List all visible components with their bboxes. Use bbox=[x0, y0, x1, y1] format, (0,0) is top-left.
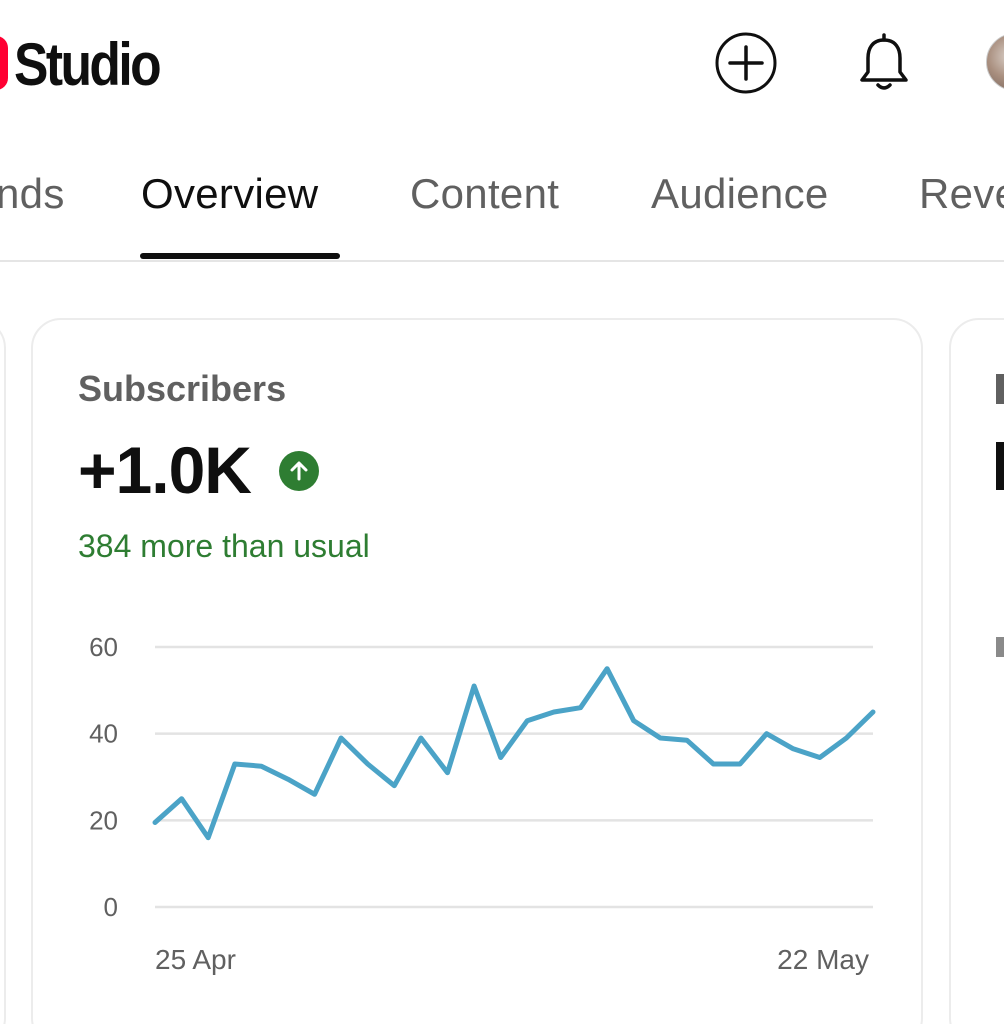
y-tick-label: 0 bbox=[104, 892, 118, 922]
y-tick-label: 60 bbox=[89, 632, 118, 662]
create-button[interactable] bbox=[713, 30, 779, 96]
card-title: Subscribers bbox=[78, 368, 287, 409]
tab-trends[interactable]: nds bbox=[0, 170, 65, 217]
bell-icon bbox=[860, 33, 908, 90]
subscriber-count: +1.0K bbox=[78, 433, 252, 507]
tab-audience[interactable]: Audience bbox=[651, 170, 829, 217]
x-start-label: 25 Apr bbox=[155, 944, 236, 975]
active-tab-indicator bbox=[140, 253, 340, 259]
app-header: Studio bbox=[0, 0, 1004, 130]
next-card-title-peek bbox=[996, 374, 1004, 404]
arrow-up-icon bbox=[279, 451, 319, 491]
subscribers-series-line[interactable] bbox=[152, 666, 876, 841]
tab-content[interactable]: Content bbox=[410, 170, 560, 217]
next-card[interactable] bbox=[949, 318, 1004, 1024]
x-end-label: 22 May bbox=[777, 944, 869, 975]
add-circle-icon bbox=[715, 32, 777, 94]
comparison-text: 384 more than usual bbox=[78, 528, 370, 564]
youtube-logo-icon bbox=[0, 36, 8, 90]
studio-logo-text[interactable]: Studio bbox=[14, 31, 162, 98]
y-tick-label: 40 bbox=[89, 719, 118, 749]
tab-overview[interactable]: Overview bbox=[141, 170, 319, 217]
next-card-value-peek bbox=[996, 442, 1004, 490]
tabs-divider bbox=[0, 260, 1004, 262]
y-tick-label: 20 bbox=[89, 805, 118, 835]
notifications-button[interactable] bbox=[851, 30, 917, 96]
tab-revenue[interactable]: Reve bbox=[919, 170, 1004, 217]
next-card-axis-peek bbox=[996, 637, 1004, 657]
